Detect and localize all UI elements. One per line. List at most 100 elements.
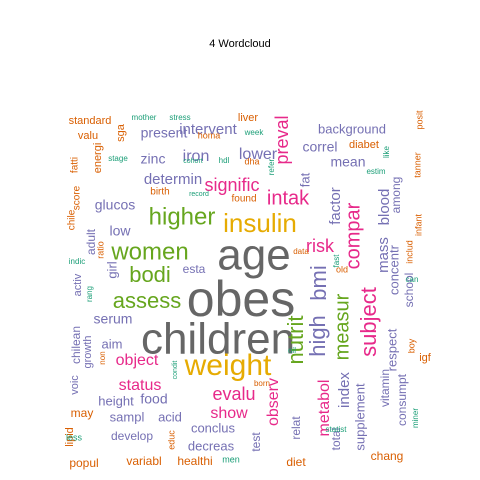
word-obes: obes: [187, 271, 295, 327]
word-iron: iron: [183, 148, 210, 165]
word-among: among: [389, 177, 403, 214]
word-variabl: variabl: [126, 454, 161, 468]
word-posit: posit: [414, 110, 424, 130]
word-measur: measur: [331, 293, 353, 360]
word-high: high: [305, 315, 330, 357]
word-liver: liver: [238, 112, 259, 124]
word-energi: energi: [92, 143, 104, 174]
word-respect: respect: [384, 328, 399, 371]
word-weight: weight: [184, 349, 272, 382]
word-height: height: [98, 393, 134, 408]
word-age: age: [217, 231, 290, 280]
word-non: non: [98, 351, 107, 364]
word-index: index: [336, 372, 353, 408]
word-popul: popul: [69, 456, 98, 470]
word-children: children: [141, 315, 295, 364]
word-educ: educ: [166, 430, 176, 450]
word-nutrit: nutrit: [283, 316, 308, 365]
word-infant: infant: [413, 213, 423, 236]
word-oil: oil: [288, 346, 296, 355]
word-indic: indic: [69, 257, 85, 266]
word-food: food: [140, 391, 167, 407]
word-chang: chang: [371, 449, 404, 463]
word-observ: observ: [265, 378, 282, 426]
word-sampl: sampl: [110, 409, 145, 424]
word-metabol: metabol: [316, 380, 333, 437]
word-less: less: [66, 432, 83, 442]
word-cohort: cohort: [183, 158, 203, 165]
word-boy: boy: [406, 338, 416, 353]
word-show: show: [210, 405, 248, 422]
word-sga: sga: [115, 123, 127, 142]
word-rang: rang: [85, 286, 94, 302]
word-hdl: hdl: [219, 156, 230, 165]
word-may: may: [71, 406, 94, 420]
word-adult: adult: [84, 228, 98, 255]
word-lower: lower: [239, 146, 278, 163]
word-test: test: [249, 432, 263, 452]
word-stress: stress: [169, 113, 190, 122]
word-decreas: decreas: [188, 438, 235, 453]
word-correl: correl: [302, 139, 337, 155]
word-mother: mother: [132, 113, 157, 122]
word-miner: miner: [411, 408, 420, 428]
word-supplement: supplement: [352, 383, 367, 451]
word-concentr: concentr: [386, 244, 401, 295]
word-insulin: insulin: [223, 208, 297, 238]
word-aim: aim: [102, 336, 123, 351]
word-dha: dha: [244, 156, 259, 166]
word-diabet: diabet: [349, 139, 379, 151]
word-women: women: [110, 238, 188, 265]
word-standard: standard: [69, 115, 112, 127]
word-includ: includ: [404, 240, 414, 264]
word-conclus: conclus: [191, 420, 236, 435]
word-fatti: fatti: [70, 157, 81, 173]
word-compar: compar: [342, 202, 364, 269]
word-determin: determin: [144, 171, 202, 188]
word-record: record: [189, 191, 209, 198]
word-serum: serum: [94, 311, 133, 327]
word-homa: homa: [198, 130, 221, 140]
word-men: men: [222, 454, 240, 464]
word-healthi: healthi: [177, 454, 212, 468]
word-total: total: [329, 428, 343, 451]
word-low: low: [109, 223, 131, 239]
word-status: status: [119, 377, 162, 394]
word-assess: assess: [113, 288, 181, 313]
word-ratio: ratio: [95, 241, 105, 259]
word-object: object: [116, 352, 159, 369]
word-found: found: [231, 194, 256, 205]
word-risk: risk: [306, 236, 335, 256]
word-can: can: [406, 275, 419, 284]
word-acid: acid: [158, 409, 182, 424]
word-igf: igf: [419, 352, 432, 364]
word-subject: subject: [356, 287, 381, 357]
word-intak: intak: [267, 187, 310, 209]
word-develop: develop: [111, 429, 153, 443]
word-preval: preval: [272, 115, 292, 164]
word-glucos: glucos: [95, 197, 135, 213]
word-girl: girl: [104, 261, 119, 278]
word-growth: growth: [82, 335, 94, 368]
word-activ: activ: [72, 273, 84, 296]
word-like: like: [382, 145, 391, 158]
chart-title: 4 Wordcloud: [209, 38, 271, 50]
word-week: week: [244, 128, 265, 137]
word-esta: esta: [183, 262, 206, 276]
word-blood: blood: [376, 189, 393, 226]
word-birth: birth: [150, 187, 169, 198]
word-evalu: evalu: [212, 384, 255, 404]
word-lipid: lipid: [64, 427, 76, 447]
word-diet: diet: [286, 455, 306, 469]
word-signific: signific: [204, 175, 259, 195]
word-tanner: tanner: [412, 152, 422, 178]
word-condit: condit: [172, 361, 179, 380]
word-statist: statist: [326, 425, 348, 434]
word-old: old: [336, 264, 348, 274]
word-born: born: [254, 379, 270, 388]
word-bmi: bmi: [306, 265, 331, 300]
word-valu: valu: [78, 130, 98, 142]
word-refer: refer: [267, 158, 276, 175]
word-mean: mean: [330, 154, 365, 170]
